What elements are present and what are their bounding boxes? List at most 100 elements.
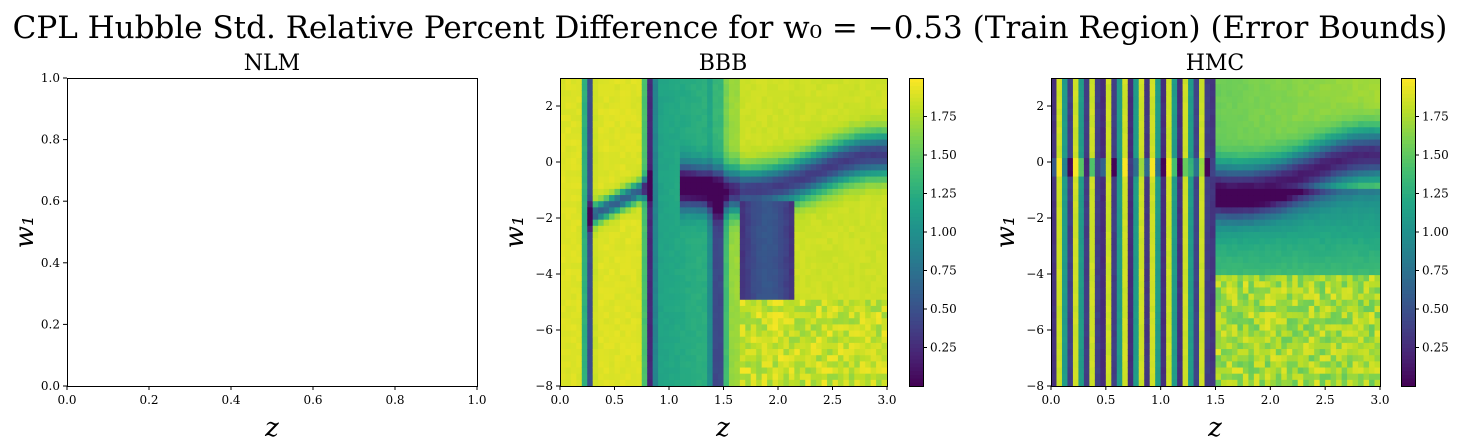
heatmap-cell bbox=[794, 201, 801, 208]
heatmap-cell bbox=[1166, 164, 1173, 171]
heatmap-cell bbox=[761, 158, 768, 165]
heatmap-cell bbox=[658, 102, 665, 110]
heatmap-cell bbox=[609, 299, 616, 307]
heatmap-cell bbox=[1089, 213, 1096, 221]
heatmap-cell bbox=[799, 145, 806, 153]
heatmap-cell bbox=[1237, 176, 1244, 184]
heatmap-cell bbox=[641, 78, 648, 85]
heatmap-cell bbox=[685, 195, 692, 202]
heatmap-cell bbox=[1061, 213, 1069, 221]
heatmap-cell bbox=[1105, 201, 1112, 208]
heatmap-cell bbox=[636, 121, 643, 128]
heatmap-cell bbox=[799, 207, 806, 215]
heatmap-cell bbox=[1149, 281, 1156, 289]
heatmap-cell bbox=[576, 250, 583, 258]
heatmap-cell bbox=[1061, 305, 1069, 313]
x-tick-label: 2.5 bbox=[823, 393, 842, 407]
heatmap-cell bbox=[1105, 379, 1112, 387]
heatmap-cell bbox=[614, 287, 621, 295]
heatmap-cell bbox=[1210, 78, 1217, 85]
heatmap-cell bbox=[581, 361, 588, 369]
heatmap-cell bbox=[614, 281, 621, 289]
heatmap-cell bbox=[1061, 287, 1069, 295]
heatmap-cell bbox=[1242, 262, 1249, 270]
heatmap-cell bbox=[1210, 201, 1217, 208]
heatmap-cell bbox=[865, 139, 872, 147]
heatmap-cell bbox=[1051, 213, 1058, 221]
heatmap-cell bbox=[674, 244, 681, 252]
heatmap-cell bbox=[772, 262, 779, 270]
heatmap-cell bbox=[636, 182, 643, 190]
heatmap-cell bbox=[799, 324, 806, 332]
heatmap-cell bbox=[674, 361, 681, 369]
heatmap-cell bbox=[1061, 96, 1069, 104]
heatmap-cell bbox=[788, 151, 795, 159]
colorbar-segment bbox=[909, 332, 923, 337]
heatmap-cell bbox=[1160, 114, 1167, 122]
heatmap-cell bbox=[870, 379, 877, 387]
heatmap-cell bbox=[679, 244, 686, 252]
heatmap-cell bbox=[1133, 139, 1140, 147]
heatmap-cell bbox=[641, 238, 648, 245]
heatmap-cell bbox=[848, 139, 855, 147]
heatmap-cell bbox=[1051, 201, 1058, 208]
heatmap-cell bbox=[794, 158, 801, 165]
heatmap-cell bbox=[1182, 151, 1189, 159]
heatmap-cell bbox=[854, 355, 861, 362]
heatmap-cell bbox=[1242, 133, 1249, 141]
heatmap-cell bbox=[788, 139, 795, 147]
heatmap-cell bbox=[1215, 151, 1222, 159]
heatmap-cell bbox=[565, 318, 572, 325]
heatmap-cell bbox=[658, 232, 665, 239]
heatmap-cell bbox=[816, 121, 823, 128]
heatmap-cell bbox=[805, 207, 812, 215]
heatmap-cell bbox=[1056, 170, 1063, 178]
heatmap-cell bbox=[1226, 256, 1233, 264]
heatmap-cell bbox=[1111, 318, 1118, 325]
heatmap-cell bbox=[560, 367, 567, 375]
heatmap-cell bbox=[663, 336, 670, 344]
heatmap-cell bbox=[674, 250, 681, 258]
heatmap-cell bbox=[1177, 127, 1184, 135]
heatmap-cell bbox=[1188, 256, 1195, 264]
heatmap-cell bbox=[712, 151, 719, 159]
heatmap-cell bbox=[1072, 330, 1080, 338]
heatmap-cell bbox=[701, 207, 708, 215]
heatmap-cell bbox=[821, 355, 828, 362]
heatmap-cell bbox=[805, 90, 812, 98]
heatmap-cell bbox=[1177, 244, 1184, 252]
heatmap-cell bbox=[778, 219, 785, 227]
heatmap-cell bbox=[1166, 256, 1173, 264]
heatmap-cell bbox=[1100, 305, 1107, 313]
heatmap-cell bbox=[767, 355, 774, 362]
heatmap-cell bbox=[603, 90, 610, 98]
heatmap-cell bbox=[756, 367, 763, 375]
heatmap-cell bbox=[598, 373, 605, 381]
heatmap-cell bbox=[745, 312, 752, 319]
heatmap-cell bbox=[570, 262, 577, 270]
heatmap-cell bbox=[603, 250, 610, 258]
heatmap-cell bbox=[707, 219, 714, 227]
heatmap-cell bbox=[865, 195, 872, 202]
heatmap-cell bbox=[1188, 176, 1195, 184]
heatmap-cell bbox=[756, 312, 763, 319]
heatmap-cell bbox=[1204, 250, 1211, 258]
heatmap-cell bbox=[805, 170, 812, 178]
heatmap-cell bbox=[1188, 250, 1195, 258]
heatmap-cell bbox=[1149, 318, 1156, 325]
heatmap-cell bbox=[1155, 355, 1162, 362]
heatmap-cell bbox=[1133, 262, 1140, 270]
heatmap-cell bbox=[739, 324, 746, 332]
heatmap-cell bbox=[794, 238, 801, 245]
heatmap-cell bbox=[1160, 268, 1167, 276]
heatmap-cell bbox=[859, 225, 866, 233]
heatmap-cell bbox=[1094, 305, 1101, 313]
heatmap-cell bbox=[1122, 275, 1129, 282]
heatmap-cell bbox=[718, 244, 725, 252]
heatmap-cell bbox=[592, 225, 599, 233]
heatmap-cell bbox=[816, 342, 823, 350]
heatmap-cell bbox=[1122, 121, 1129, 128]
heatmap-cell bbox=[712, 287, 719, 295]
heatmap-cell bbox=[581, 281, 588, 289]
heatmap-cell bbox=[630, 84, 637, 91]
